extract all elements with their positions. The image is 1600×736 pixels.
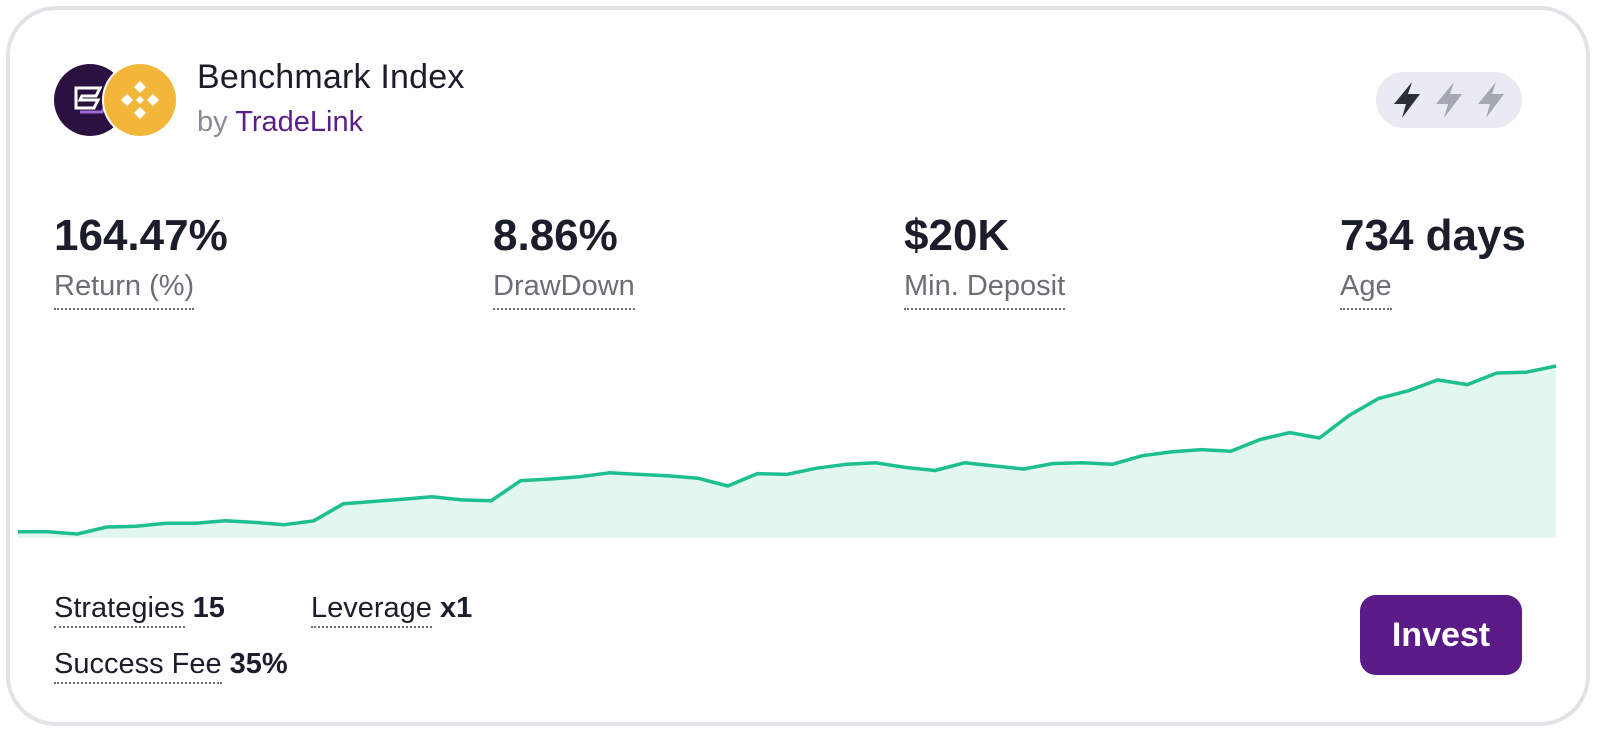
stat-min-deposit: $20K Min. Deposit — [904, 210, 1066, 310]
invest-button[interactable]: Invest — [1360, 595, 1522, 675]
metric-label[interactable]: Strategies — [54, 592, 185, 628]
metric-label[interactable]: Leverage — [311, 592, 432, 628]
stat-value: 8.86% — [493, 211, 618, 260]
lightning-bolt-icon — [1436, 82, 1462, 118]
chart-area-fill — [18, 366, 1556, 538]
by-prefix: by — [197, 106, 228, 138]
chart-series-line — [18, 364, 1557, 536]
metric-leverage: Leverage x1 — [311, 592, 473, 628]
stat-value: 734 days — [1340, 211, 1526, 260]
binance-coin-icon — [104, 64, 176, 136]
lightning-bolt-icon — [1394, 82, 1420, 118]
stat-drawdown: 8.86% DrawDown — [493, 210, 635, 310]
metric-strategies: Strategies 15 — [54, 592, 225, 628]
stat-label[interactable]: Age — [1340, 270, 1392, 310]
author-line: by TradeLink — [197, 106, 363, 139]
card-title[interactable]: Benchmark Index — [197, 58, 465, 96]
stat-label[interactable]: Min. Deposit — [904, 270, 1066, 310]
stat-value: $20K — [904, 211, 1010, 260]
strategy-card[interactable]: Benchmark Index by TradeLink 164.47% Ret… — [6, 6, 1590, 726]
stat-return: 164.47% Return (%) — [54, 210, 228, 310]
metric-value: 15 — [192, 592, 225, 624]
stat-age: 734 days Age — [1340, 210, 1526, 310]
stat-label[interactable]: Return (%) — [54, 270, 195, 310]
metric-label[interactable]: Success Fee — [54, 648, 222, 684]
risk-level-badge[interactable] — [1376, 72, 1522, 128]
logo-pair — [54, 64, 184, 140]
stat-label[interactable]: DrawDown — [493, 270, 635, 310]
performance-chart — [18, 364, 1557, 538]
metric-value: 35% — [229, 648, 288, 680]
stat-value: 164.47% — [54, 211, 228, 260]
lightning-bolt-icon — [1478, 82, 1504, 118]
metric-success-fee: Success Fee 35% — [54, 648, 288, 684]
metric-value: x1 — [439, 592, 473, 624]
author-link[interactable]: TradeLink — [235, 106, 364, 138]
